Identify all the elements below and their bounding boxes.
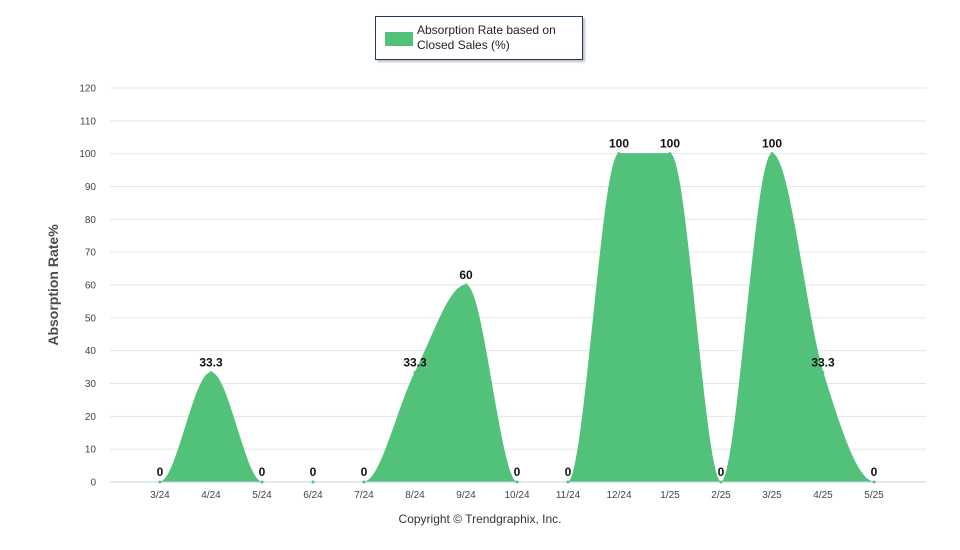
y-tick-label: 60 — [85, 281, 97, 292]
x-tick-label: 4/25 — [813, 490, 833, 501]
y-tick-label: 90 — [85, 182, 97, 193]
x-tick-label: 3/24 — [150, 490, 170, 501]
data-point[interactable] — [260, 480, 264, 484]
y-tick-label: 20 — [85, 412, 97, 423]
data-label: 100 — [660, 137, 680, 151]
y-tick-label: 0 — [90, 478, 96, 489]
legend[interactable]: Absorption Rate based on Closed Sales (%… — [375, 16, 583, 60]
y-tick-label: 100 — [79, 149, 96, 160]
y-tick-label: 10 — [85, 445, 97, 456]
x-tick-label: 11/24 — [556, 490, 581, 501]
area-layer — [159, 153, 875, 483]
data-label: 60 — [459, 268, 473, 282]
y-tick-label: 110 — [80, 116, 96, 127]
x-tick-label: 12/24 — [606, 490, 631, 501]
data-label: 33.3 — [811, 356, 835, 370]
y-tick-label: 120 — [79, 84, 96, 95]
legend-label: Absorption Rate based on Closed Sales (%… — [417, 23, 556, 52]
data-point[interactable] — [668, 152, 672, 156]
data-point[interactable] — [719, 480, 723, 484]
series-area — [363, 284, 518, 483]
y-tick-labels: 0 10 20 30 40 50 60 70 80 90 100 110 120 — [79, 84, 96, 489]
data-label: 0 — [361, 465, 368, 479]
legend-swatch — [385, 32, 413, 46]
data-label: 33.3 — [199, 356, 223, 370]
data-point[interactable] — [362, 480, 366, 484]
x-tick-label: 5/24 — [252, 490, 272, 501]
data-point[interactable] — [515, 480, 519, 484]
data-label: 33.3 — [403, 356, 427, 370]
data-point[interactable] — [158, 480, 162, 484]
data-point[interactable] — [821, 371, 825, 375]
data-label: 0 — [565, 465, 572, 479]
data-point[interactable] — [464, 283, 468, 287]
x-tick-label: 5/25 — [864, 490, 884, 501]
data-point[interactable] — [311, 480, 315, 484]
y-axis-title: Absorption Rate% — [45, 224, 61, 346]
data-label: 0 — [259, 465, 266, 479]
data-point[interactable] — [617, 152, 621, 156]
data-point[interactable] — [413, 371, 417, 375]
data-label: 0 — [310, 465, 317, 479]
x-tick-label: 7/24 — [354, 490, 374, 501]
data-point[interactable] — [566, 480, 570, 484]
series-area — [159, 372, 263, 483]
y-tick-label: 50 — [85, 313, 97, 324]
x-tick-label: 6/24 — [303, 490, 323, 501]
x-tick-label: 9/24 — [456, 490, 476, 501]
data-point[interactable] — [872, 480, 876, 484]
x-tick-label: 3/25 — [762, 490, 782, 501]
grid-layer — [110, 87, 926, 450]
y-tick-label: 40 — [85, 346, 97, 357]
data-label: 0 — [514, 465, 521, 479]
data-point[interactable] — [770, 152, 774, 156]
x-tick-label: 10/24 — [504, 490, 529, 501]
x-tick-label: 1/25 — [660, 490, 680, 501]
x-tick-label: 8/24 — [405, 490, 425, 501]
data-label: 100 — [609, 137, 629, 151]
x-tick-label: 4/24 — [201, 490, 221, 501]
y-tick-label: 80 — [85, 215, 97, 226]
data-label: 0 — [718, 465, 725, 479]
data-label: 100 — [762, 137, 782, 151]
x-tick-labels: 3/24 4/24 5/24 6/24 7/24 8/24 9/24 10/24 11/24 12… — [150, 490, 884, 501]
y-tick-label: 70 — [85, 248, 97, 259]
copyright-text: Copyright © Trendgraphix, Inc. — [398, 512, 562, 526]
y-tick-label: 30 — [85, 379, 97, 390]
data-labels: 0 33.3 0 0 0 33.3 60 0 0 100 100 0 100 33.3 0 — [157, 137, 878, 484]
data-point[interactable] — [209, 371, 213, 375]
x-tick-label: 2/25 — [711, 490, 731, 501]
data-label: 0 — [157, 465, 164, 479]
data-label: 0 — [871, 465, 878, 479]
